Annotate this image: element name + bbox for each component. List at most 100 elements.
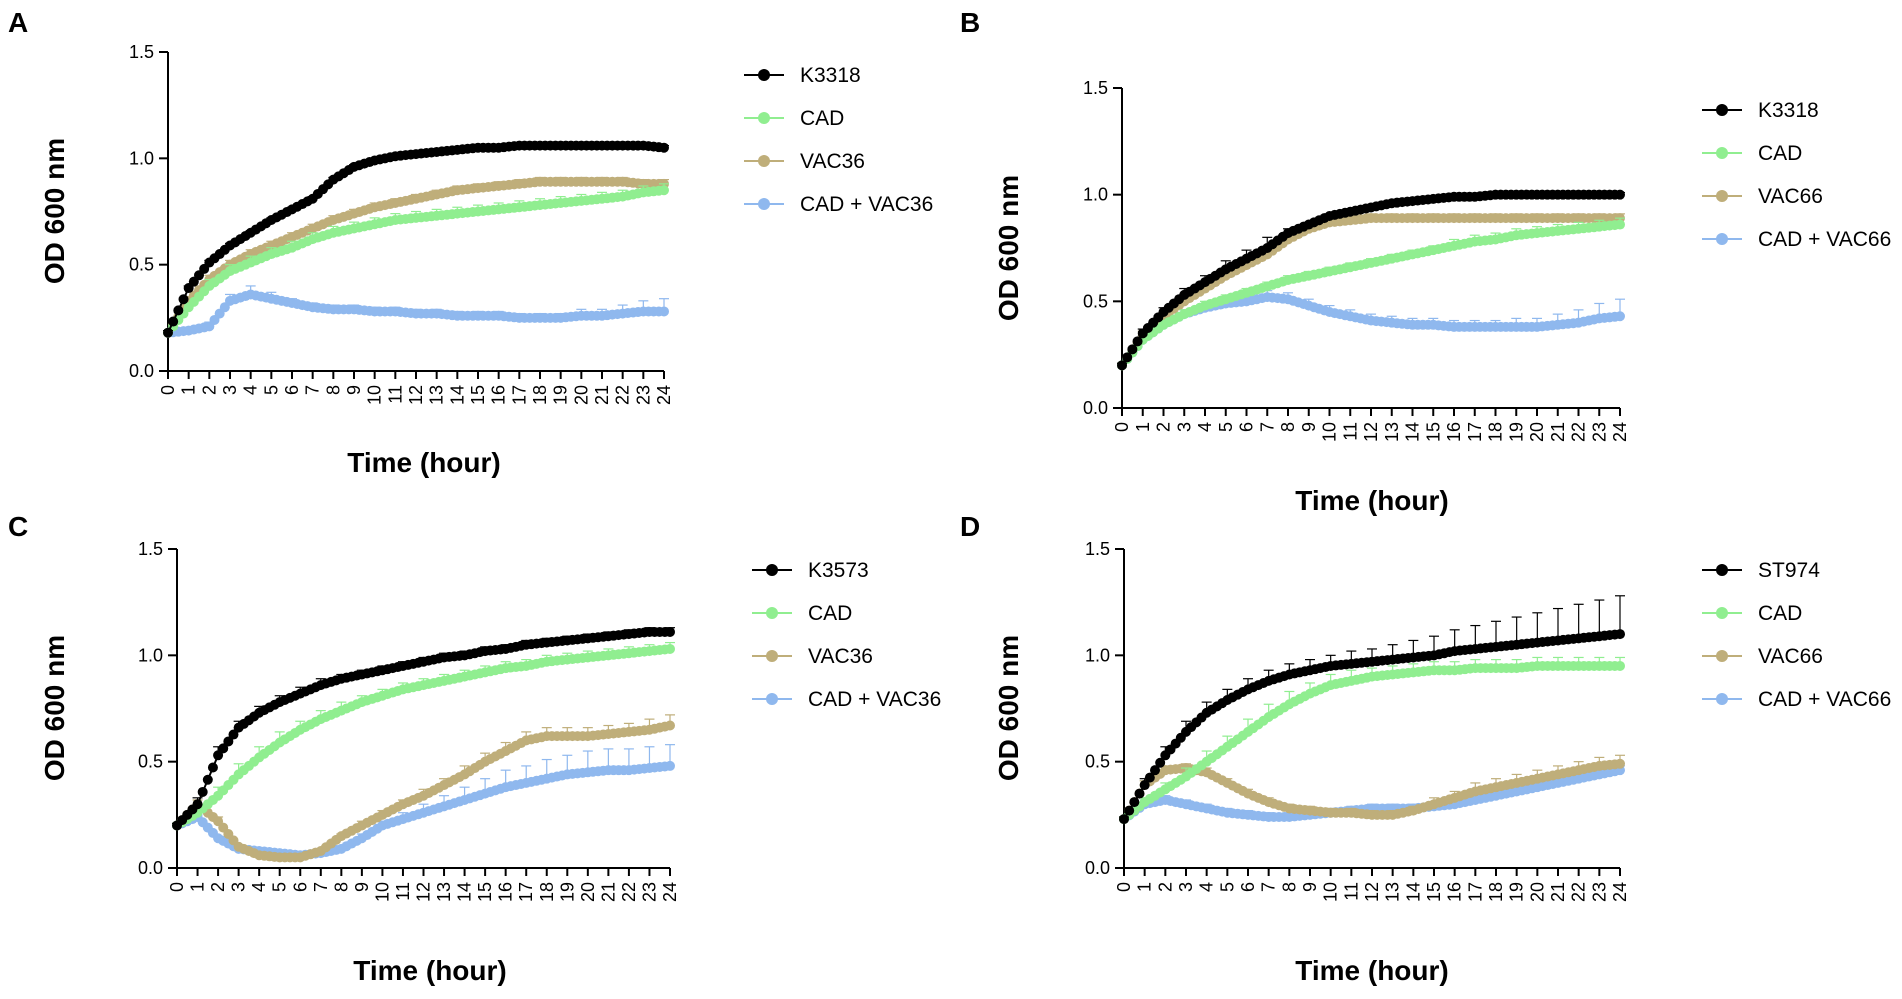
- data-point: [1615, 660, 1625, 671]
- x-tick-label: 6: [1238, 882, 1258, 892]
- x-tick-label: 5: [270, 882, 290, 892]
- x-tick-label: 6: [282, 385, 302, 395]
- data-point: [1144, 772, 1155, 783]
- x-axis-title: Time (hour): [1295, 955, 1448, 986]
- x-tick-label: 19: [1506, 422, 1526, 442]
- series-st974: [1119, 595, 1625, 825]
- legend-entry: K3318: [744, 64, 861, 87]
- data-point: [1122, 352, 1133, 363]
- x-tick-label: 13: [1382, 422, 1402, 442]
- y-tick-label: 0.5: [1083, 291, 1108, 311]
- x-tick-label: 24: [654, 385, 674, 405]
- data-point: [192, 799, 203, 810]
- x-tick-label: 9: [1300, 882, 1320, 892]
- data-point: [659, 185, 669, 196]
- legend-label: CAD: [1758, 602, 1802, 625]
- x-tick-label: 16: [496, 882, 516, 902]
- legend-marker: [1716, 607, 1728, 619]
- y-tick-label: 1.5: [129, 42, 154, 62]
- legend-label: VAC36: [800, 150, 865, 173]
- series-cad-vac36: [172, 744, 675, 861]
- legend-marker: [1716, 564, 1728, 576]
- x-tick-label: 22: [619, 882, 639, 902]
- legend-entry: K3318: [1702, 99, 1819, 122]
- x-tick-label: 17: [516, 882, 536, 902]
- series-vac66: [1119, 754, 1625, 825]
- legend-marker: [758, 155, 770, 167]
- y-tick-label: 0.0: [1085, 858, 1110, 878]
- x-tick-label: 3: [1176, 882, 1196, 892]
- y-axis-title: OD 600 nm: [39, 635, 70, 781]
- y-axis-title: OD 600 nm: [39, 138, 70, 284]
- data-point: [665, 720, 675, 731]
- panel-letter: B: [960, 7, 980, 38]
- data-point: [1615, 189, 1625, 200]
- x-tick-label: 11: [393, 882, 413, 901]
- x-tick-label: 0: [167, 882, 187, 892]
- series-k3318: [163, 140, 669, 338]
- series-vac36: [172, 714, 675, 863]
- x-tick-label: 22: [1569, 422, 1589, 442]
- data-point: [1150, 765, 1160, 776]
- x-tick-label: 0: [1112, 422, 1132, 432]
- x-tick-label: 10: [365, 385, 385, 405]
- x-tick-label: 8: [331, 882, 351, 892]
- x-tick-label: 5: [261, 385, 281, 395]
- series-k3573: [172, 626, 675, 831]
- x-tick-label: 16: [489, 385, 509, 405]
- x-tick-label: 18: [1486, 422, 1506, 442]
- panel-c: C0.00.51.01.50 1 2 3 4 5 6 7 8 9 10 11 12 13 14 15 16 17 1…: [8, 511, 941, 986]
- data-point: [207, 762, 218, 773]
- x-tick-label: 10: [1320, 422, 1340, 442]
- x-tick-label: 21: [1548, 882, 1568, 902]
- legend-marker: [1716, 693, 1728, 705]
- legend-label: CAD: [808, 602, 852, 625]
- x-tick-label: 10: [1321, 882, 1341, 902]
- x-tick-label: 16: [1445, 882, 1465, 902]
- y-axis-title: OD 600 nm: [993, 635, 1024, 781]
- x-tick-label: 9: [1299, 422, 1319, 432]
- x-tick-label: 4: [1195, 422, 1215, 432]
- x-tick-label: 11: [1341, 882, 1361, 901]
- x-tick-label: 18: [530, 385, 550, 405]
- x-tick-label: 15: [1423, 422, 1443, 442]
- x-tick-label: 18: [1486, 882, 1506, 902]
- legend-label: CAD + VAC36: [800, 193, 933, 216]
- data-point: [1134, 788, 1145, 799]
- data-point: [659, 306, 669, 317]
- x-tick-label: 16: [1444, 422, 1464, 442]
- x-tick-label: 14: [455, 882, 475, 902]
- x-tick-label: 6: [290, 882, 310, 892]
- x-tick-label: 0: [158, 385, 178, 395]
- legend-entry: VAC36: [744, 150, 865, 173]
- x-tick-label: 4: [1197, 882, 1217, 892]
- legend-entry: CAD: [744, 107, 844, 130]
- x-tick-label: 23: [1589, 422, 1609, 442]
- x-tick-label: 12: [406, 385, 426, 405]
- data-point: [659, 142, 669, 153]
- data-point: [665, 760, 675, 771]
- legend-marker: [766, 693, 778, 705]
- x-tick-label: 13: [434, 882, 454, 902]
- x-tick-label: 9: [344, 385, 364, 395]
- legend-marker: [758, 112, 770, 124]
- series-k3318: [1117, 189, 1625, 371]
- x-tick-label: 7: [1257, 422, 1277, 432]
- legend-label: VAC66: [1758, 645, 1823, 668]
- legend-label: VAC66: [1758, 185, 1823, 208]
- x-tick-label: 14: [1403, 422, 1423, 442]
- x-tick-label: 2: [199, 385, 219, 395]
- x-tick-label: 1: [1135, 882, 1155, 892]
- x-tick-label: 2: [1154, 422, 1174, 432]
- x-tick-label: 12: [1362, 882, 1382, 902]
- y-tick-label: 0.5: [129, 255, 154, 275]
- legend-marker: [766, 650, 778, 662]
- legend-entry: CAD: [1702, 142, 1802, 165]
- legend-label: CAD: [800, 107, 844, 130]
- legend-label: ST974: [1758, 559, 1820, 582]
- legend-marker: [766, 564, 778, 576]
- x-tick-label: 5: [1217, 882, 1237, 892]
- x-tick-label: 11: [385, 385, 405, 404]
- legend-label: K3318: [1758, 99, 1819, 122]
